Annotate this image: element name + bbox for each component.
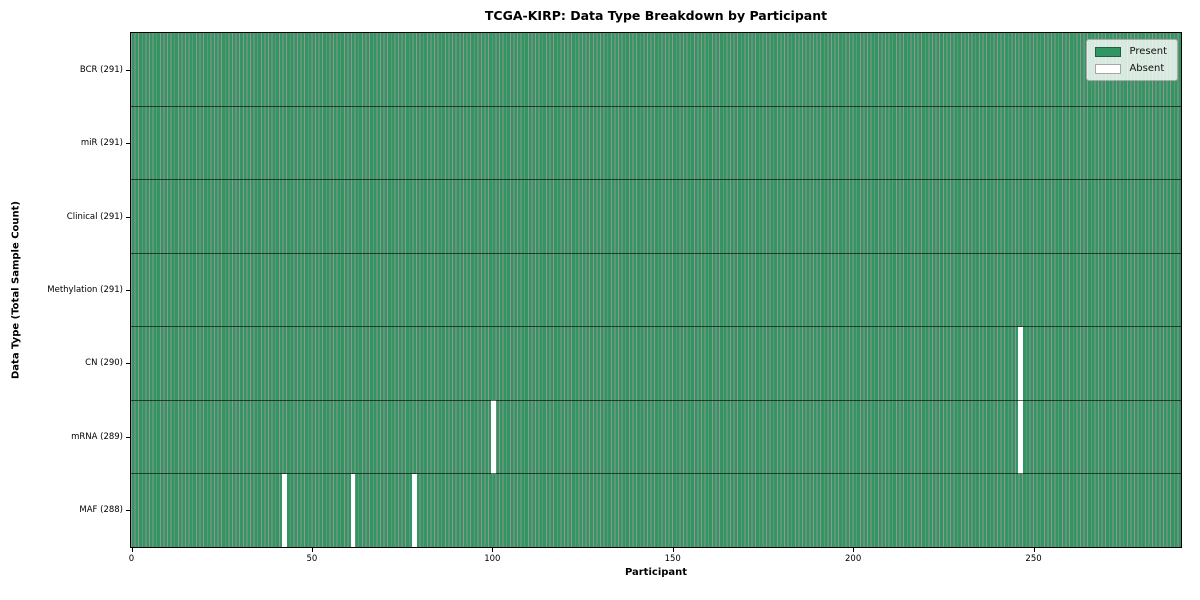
x-tick-mark [492,548,494,552]
absent-bar [1018,326,1023,401]
row-separator [131,399,1181,401]
chart-title: TCGA-KIRP: Data Type Breakdown by Partic… [484,8,828,23]
x-tick-mark [672,548,674,552]
absent-bar [411,473,417,547]
legend: Present Absent [1086,39,1178,81]
plot-area: Present Absent [130,32,1182,548]
data-row [131,179,1181,254]
legend-label-absent: Absent [1129,63,1165,74]
y-tick-label: BCR (291) [79,64,123,75]
legend-swatch-absent [1095,63,1122,74]
y-tick-label: CN (290) [85,358,123,369]
legend-swatch-present [1095,46,1122,57]
y-tick-mark [126,290,130,291]
y-tick-mark [126,363,130,365]
x-tick-label: 200 [845,554,862,564]
x-tick-mark [853,548,855,552]
data-row [131,106,1181,180]
x-tick-mark [1033,548,1035,552]
row-separator [131,252,1181,254]
y-tick-mark [126,436,130,438]
data-row [131,33,1181,107]
row-separator [131,179,1181,181]
absent-bar [491,400,496,474]
x-axis-ticks: 0 50 100 150 200 250 [128,548,1181,574]
x-axis-title: Participant [624,567,688,578]
y-tick-mark [126,143,130,145]
data-row [131,326,1181,401]
absent-bar [281,473,287,547]
x-tick-label: 0 [128,554,135,564]
absent-bar [1018,400,1023,474]
x-tick-label: 50 [306,554,318,564]
y-tick-label: Methylation (291) [47,285,123,295]
y-tick-label: MAF (288) [79,505,123,516]
data-row [131,400,1181,474]
absent-bar [350,473,356,547]
legend-item-present: Present [1095,46,1167,57]
x-tick-label: 250 [1025,554,1042,564]
y-tick-mark [126,510,130,512]
y-tick-label: Clinical (291) [66,211,123,222]
x-tick-mark [131,548,133,552]
legend-label-present: Present [1129,46,1167,57]
row-separator [131,473,1181,475]
y-tick-mark [126,216,130,218]
row-separator [131,105,1181,107]
x-tick-mark [311,548,313,552]
data-row [131,473,1181,547]
legend-item-absent: Absent [1095,63,1167,74]
data-row [131,253,1181,327]
y-tick-mark [126,69,130,71]
row-separator [131,326,1181,328]
y-axis-ticks: BCR (291) miR (291) Clinical (291) Methylat… [0,34,130,547]
x-tick-label: 150 [664,554,681,564]
y-tick-label: miR (291) [80,138,123,149]
x-tick-label: 100 [484,554,501,564]
y-tick-label: mRNA (289) [71,431,123,442]
